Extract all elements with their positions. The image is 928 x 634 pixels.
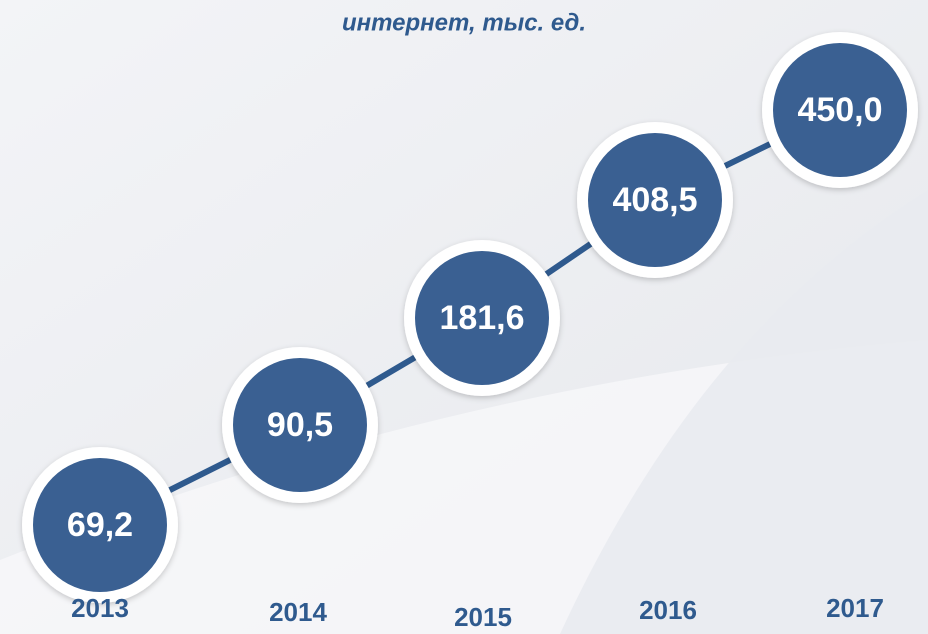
x-tick-label: 2015 [454,602,512,632]
data-label: 69,2 [67,506,133,544]
bubble [233,358,367,492]
data-label: 90,5 [267,406,333,444]
x-tick-label: 2014 [269,597,327,627]
bubble [773,43,907,177]
decor-curve [560,190,928,634]
data-label: 181,6 [439,299,524,337]
chart-title: интернет, тыс. ед. [342,9,586,36]
x-tick-label: 2017 [826,593,884,623]
bubble [415,251,549,385]
data-label: 450,0 [797,91,882,129]
data-label: 408,5 [612,181,697,219]
x-tick-label: 2013 [71,593,129,623]
x-tick-label: 2016 [639,595,697,625]
bubble [33,458,167,592]
bubble [588,133,722,267]
